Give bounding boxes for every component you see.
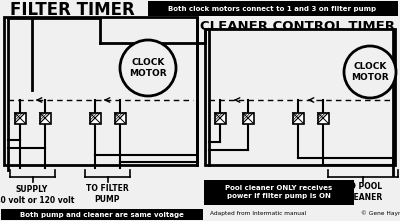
Text: SUPPLY
240 volt or 120 volt: SUPPLY 240 volt or 120 volt bbox=[0, 185, 74, 205]
Bar bbox=[205, 29, 395, 165]
Bar bbox=[292, 112, 304, 124]
FancyBboxPatch shape bbox=[148, 1, 398, 16]
Bar bbox=[242, 112, 254, 124]
Text: TO FILTER
PUMP: TO FILTER PUMP bbox=[86, 184, 128, 204]
Bar bbox=[14, 112, 26, 124]
Text: FILTER TIMER: FILTER TIMER bbox=[10, 1, 134, 19]
Bar bbox=[90, 112, 100, 124]
Bar bbox=[40, 112, 50, 124]
Bar bbox=[4, 17, 197, 165]
Bar bbox=[114, 112, 126, 124]
Bar bbox=[214, 112, 226, 124]
Text: CLEANER CONTROL TIMER: CLEANER CONTROL TIMER bbox=[200, 19, 396, 32]
Text: CLOCK
MOTOR: CLOCK MOTOR bbox=[351, 62, 389, 82]
Text: Pool cleaner ONLY receives
power if filter pump is ON: Pool cleaner ONLY receives power if filt… bbox=[225, 185, 333, 199]
Text: CLOCK
MOTOR: CLOCK MOTOR bbox=[129, 58, 167, 78]
Text: Both pump and cleaner are same voltage: Both pump and cleaner are same voltage bbox=[20, 212, 184, 218]
FancyBboxPatch shape bbox=[204, 180, 354, 205]
Circle shape bbox=[344, 46, 396, 98]
Text: Both clock motors connect to 1 and 3 on filter pump: Both clock motors connect to 1 and 3 on … bbox=[168, 6, 376, 12]
FancyBboxPatch shape bbox=[1, 209, 203, 220]
Text: Adapted from Intermatic manual: Adapted from Intermatic manual bbox=[210, 210, 306, 215]
Circle shape bbox=[120, 40, 176, 96]
Bar bbox=[318, 112, 328, 124]
Text: © Gene Haynes: © Gene Haynes bbox=[361, 210, 400, 216]
Text: TO POOL
CLEANER: TO POOL CLEANER bbox=[343, 182, 383, 202]
